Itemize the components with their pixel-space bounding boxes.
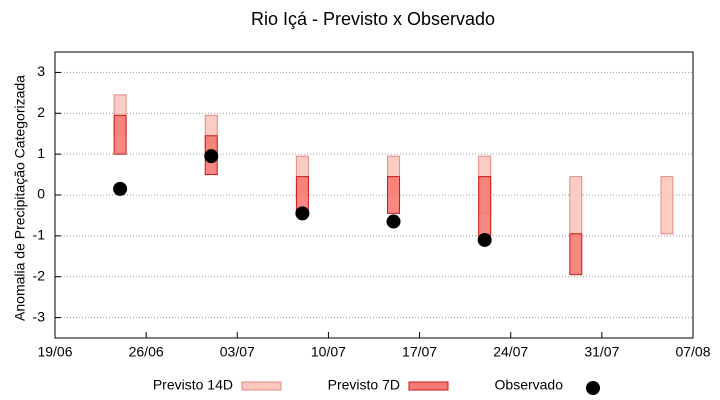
range-bar	[113, 114, 127, 155]
plot-frame	[54, 51, 694, 339]
range-bar	[660, 176, 674, 235]
legend-label: Observado	[495, 377, 564, 393]
y-tick-label: 1	[37, 145, 45, 161]
x-tick-label: 17/07	[402, 344, 437, 360]
x-tick-label: 24/07	[493, 344, 528, 360]
x-tick-label: 31/07	[584, 344, 619, 360]
observed-point	[295, 206, 310, 221]
legend-swatch	[586, 381, 600, 395]
legend-label: Previsto 7D	[328, 377, 400, 393]
legend-swatch	[408, 381, 449, 391]
y-tick-label: 3	[37, 63, 45, 79]
y-tick-label: 0	[37, 186, 45, 202]
range-bar	[569, 233, 583, 276]
legend-swatch	[241, 381, 282, 391]
chart-title: Rio Içá - Previsto x Observado	[251, 9, 495, 29]
range-bar	[478, 176, 492, 237]
y-axis-label: Anomalia de Precipitação Categorizada	[12, 75, 28, 321]
y-tick-label: 2	[37, 104, 45, 120]
range-bar	[569, 176, 583, 235]
observed-point	[386, 214, 401, 229]
x-tick-label: 03/07	[220, 344, 255, 360]
y-tick-label: -3	[33, 308, 46, 324]
observed-point	[113, 181, 128, 196]
y-tick-label: -2	[33, 267, 46, 283]
x-tick-label: 07/08	[675, 344, 710, 360]
observed-point	[477, 232, 492, 247]
observed-point	[204, 149, 219, 164]
y-tick-label: -1	[33, 227, 46, 243]
range-bar	[387, 176, 401, 214]
legend-label: Previsto 14D	[153, 377, 233, 393]
x-tick-label: 19/06	[37, 344, 72, 360]
x-tick-label: 10/07	[311, 344, 346, 360]
x-tick-label: 26/06	[129, 344, 164, 360]
